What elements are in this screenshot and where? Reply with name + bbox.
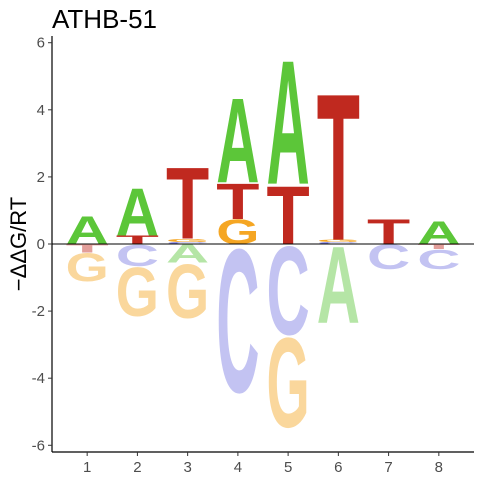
x-tick-label: 6 — [334, 459, 342, 476]
logo-letter-g: G — [216, 212, 259, 251]
y-tick-label: 0 — [37, 236, 45, 253]
logo-letter-c: C — [166, 241, 209, 244]
logo-letter-a: A — [66, 208, 109, 252]
logo-letter-c: C — [317, 241, 360, 244]
logo-letter-t: T — [166, 146, 209, 261]
logo-letter-c: C — [116, 239, 159, 273]
y-axis-label: −ΔΔG/RT — [6, 197, 31, 291]
x-tick-label: 3 — [183, 459, 191, 476]
logo-letter-t: T — [267, 169, 310, 262]
logo-letter-g: G — [66, 246, 109, 290]
logo-letter-a: A — [267, 24, 310, 222]
logo-letter-t: T — [367, 213, 410, 252]
logo-letter-t: T — [66, 242, 109, 255]
logo-letter-c: C — [216, 207, 259, 436]
logo-letter-a: A — [417, 215, 460, 252]
logo-letter-a: A — [216, 74, 259, 208]
logo-letter-t: T — [116, 233, 159, 246]
logo-letter-t: T — [216, 173, 260, 230]
logo-letter-t: T — [417, 243, 461, 251]
logo-letter-g: G — [267, 311, 310, 454]
y-tick-label: -4 — [32, 370, 45, 387]
y-tick-label: -2 — [32, 303, 45, 320]
logo-letter-c: C — [417, 244, 460, 275]
logo-letter-g: G — [317, 239, 360, 243]
logo-letter-c: C — [367, 238, 410, 277]
logo-letter-g: G — [166, 249, 209, 335]
y-tick-label: 4 — [37, 102, 45, 119]
x-tick-label: 4 — [234, 459, 242, 476]
x-tick-label: 5 — [284, 459, 292, 476]
y-tick-label: 6 — [37, 35, 45, 52]
y-tick-label: 2 — [37, 169, 45, 186]
x-tick-label: 8 — [435, 459, 443, 476]
logo-letter-a: A — [116, 174, 159, 250]
logo-letter-a: A — [317, 224, 360, 347]
x-tick-label: 1 — [83, 459, 91, 476]
x-tick-label: 2 — [133, 459, 141, 476]
logo-letter-t: T — [317, 51, 360, 286]
logo-letter-g: G — [166, 238, 209, 243]
chart-title: ATHB-51 — [52, 4, 157, 34]
y-tick-label: -6 — [32, 437, 45, 454]
logo-letter-g: G — [116, 254, 159, 332]
x-tick-label: 7 — [384, 459, 392, 476]
